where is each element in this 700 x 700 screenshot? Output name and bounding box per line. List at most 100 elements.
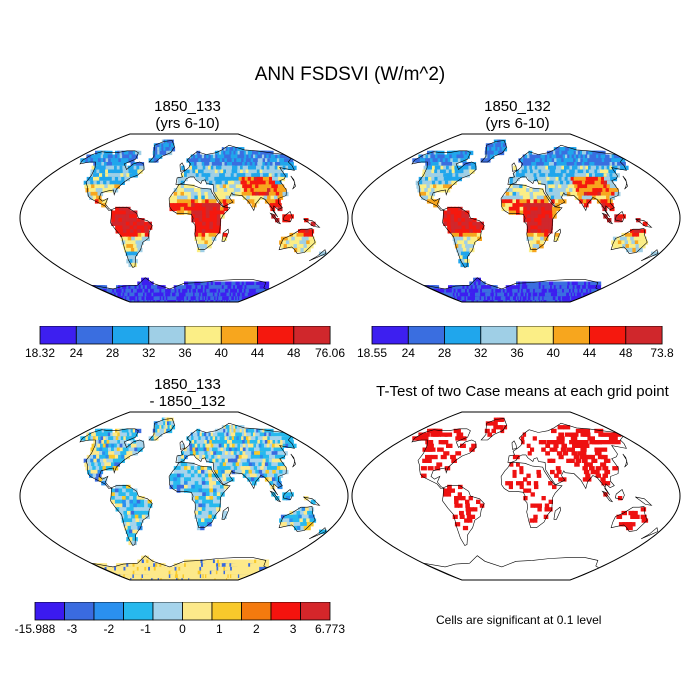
grid-cell bbox=[450, 176, 456, 182]
grid-cell bbox=[268, 477, 274, 482]
grid-cell bbox=[190, 462, 195, 467]
grid-cell bbox=[174, 566, 178, 572]
grid-cell bbox=[516, 199, 521, 204]
grid-cell bbox=[545, 443, 551, 448]
grid-cell bbox=[229, 454, 235, 460]
grid-cell bbox=[307, 510, 313, 516]
grid-cell bbox=[151, 436, 156, 441]
grid-cell bbox=[444, 432, 453, 437]
grid-cell bbox=[189, 169, 194, 174]
grid-cell bbox=[558, 169, 564, 174]
grid-cell bbox=[599, 188, 605, 193]
grid-cell bbox=[439, 432, 448, 437]
colorbar-label: 73.8 bbox=[650, 346, 674, 360]
grid-cell bbox=[202, 221, 207, 226]
grid-cell bbox=[220, 176, 226, 182]
grid-cell bbox=[470, 514, 476, 519]
grid-cell bbox=[205, 232, 210, 238]
grid-cell bbox=[191, 203, 196, 208]
grid-cell bbox=[194, 188, 199, 193]
significance-note: Cells are significant at 0.1 level bbox=[436, 613, 602, 627]
grid-cell bbox=[204, 518, 209, 523]
grid-cell bbox=[225, 473, 231, 478]
grid-cell bbox=[202, 214, 207, 219]
grid-cell bbox=[520, 292, 524, 297]
grid-cell bbox=[248, 469, 254, 475]
grid-cell bbox=[419, 436, 429, 441]
grid-cell bbox=[526, 162, 530, 167]
grid-cell bbox=[512, 176, 517, 182]
grid-cell bbox=[173, 188, 178, 193]
grid-cell bbox=[268, 469, 275, 475]
grid-cell bbox=[194, 199, 199, 204]
grid-cell bbox=[201, 510, 206, 516]
grid-cell bbox=[111, 454, 118, 460]
grid-cell bbox=[148, 559, 154, 564]
grid-cell bbox=[573, 191, 579, 197]
grid-cell bbox=[178, 288, 182, 294]
grid-cell bbox=[305, 507, 311, 512]
grid-cell bbox=[526, 203, 531, 208]
grid-cell bbox=[612, 188, 619, 193]
grid-cell bbox=[127, 232, 132, 238]
grid-cell bbox=[533, 481, 539, 486]
grid-cell bbox=[463, 236, 469, 241]
grid-cell bbox=[200, 165, 205, 170]
grid-cell bbox=[500, 417, 505, 422]
grid-cell bbox=[517, 300, 520, 302]
grid-cell bbox=[246, 473, 252, 478]
colorbar-label: 0 bbox=[179, 622, 186, 636]
grid-cell bbox=[521, 288, 525, 294]
grid-cell bbox=[198, 496, 203, 501]
grid-cell bbox=[459, 232, 464, 238]
grid-cell bbox=[526, 488, 532, 493]
grid-cell bbox=[118, 454, 124, 460]
grid-cell bbox=[319, 251, 327, 256]
grid-cell bbox=[504, 288, 509, 294]
grid-cell bbox=[127, 510, 132, 516]
grid-cell bbox=[180, 481, 185, 486]
grid-cell bbox=[468, 165, 474, 170]
grid-cell bbox=[216, 173, 221, 178]
grid-cell bbox=[184, 447, 188, 452]
grid-cell bbox=[264, 199, 271, 204]
grid-cell bbox=[179, 574, 182, 579]
grid-cell bbox=[251, 191, 258, 197]
grid-cell bbox=[112, 180, 119, 185]
grid-cell bbox=[555, 188, 561, 193]
grid-cell bbox=[271, 462, 278, 467]
grid-cell bbox=[115, 225, 120, 230]
grid-cell bbox=[534, 503, 539, 508]
grid-cell bbox=[516, 203, 521, 208]
grid-cell bbox=[111, 492, 116, 497]
grid-cell bbox=[567, 184, 573, 189]
grid-cell bbox=[131, 540, 137, 546]
grid-cell bbox=[533, 191, 538, 197]
grid-cell bbox=[484, 428, 490, 434]
grid-cell bbox=[223, 466, 229, 471]
grid-cell bbox=[122, 522, 129, 527]
grid-cell bbox=[512, 469, 517, 475]
grid-cell bbox=[533, 229, 539, 234]
grid-cell bbox=[454, 503, 459, 508]
grid-cell bbox=[623, 236, 630, 241]
grid-cell bbox=[96, 180, 103, 185]
grid-cell bbox=[505, 292, 509, 297]
grid-cell bbox=[537, 229, 542, 234]
grid-cell bbox=[548, 499, 553, 504]
grid-cell bbox=[194, 195, 199, 200]
grid-cell bbox=[553, 440, 560, 445]
grid-cell bbox=[425, 458, 432, 463]
grid-cell bbox=[512, 288, 515, 294]
grid-cell bbox=[226, 454, 232, 460]
grid-cell bbox=[227, 466, 233, 471]
grid-cell bbox=[195, 451, 200, 456]
grid-cell bbox=[519, 206, 524, 212]
grid-cell bbox=[603, 184, 610, 189]
grid-cell bbox=[283, 522, 290, 527]
grid-cell bbox=[459, 514, 465, 519]
grid-cell bbox=[147, 221, 152, 226]
grid-cell bbox=[197, 443, 202, 448]
grid-cell bbox=[169, 206, 174, 212]
grid-cell bbox=[194, 214, 200, 219]
